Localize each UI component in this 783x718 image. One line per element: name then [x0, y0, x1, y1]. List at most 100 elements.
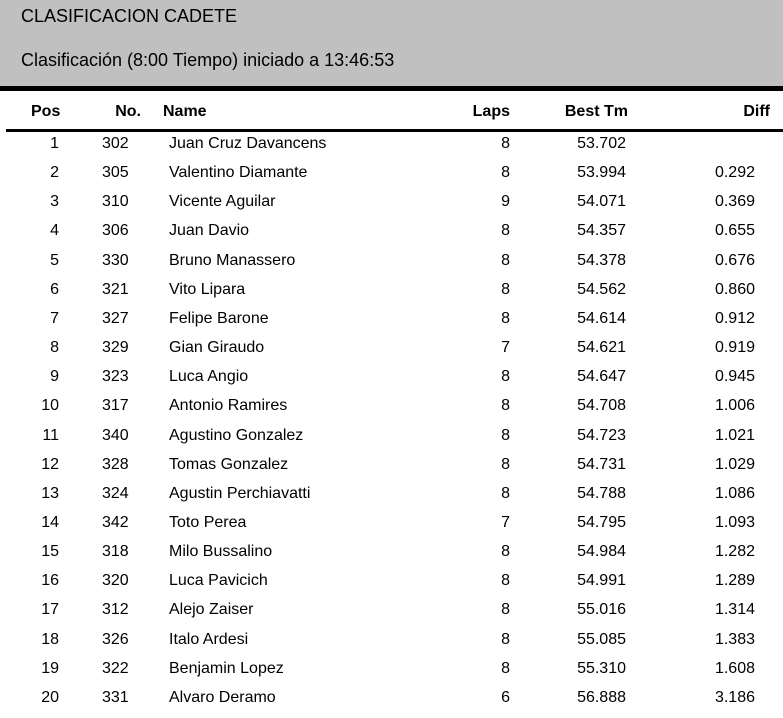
row-diff: 0.655: [714, 222, 755, 240]
row-no: 324: [102, 484, 129, 502]
row-diff: 1.383: [714, 630, 755, 648]
table-row: 5 330 Bruno Manassero 8 54.378 0.676: [0, 252, 783, 281]
table-row: 4 306 Juan Davio 8 54.357 0.655: [0, 222, 783, 251]
row-pos: 4: [50, 222, 59, 240]
table-row: 2 305 Valentino Diamante 8 53.994 0.292: [0, 164, 783, 193]
row-best: 54.708: [577, 397, 626, 415]
row-diff: 3.186: [714, 688, 755, 706]
row-no: 327: [102, 309, 129, 327]
table-row: 9 323 Luca Angio 8 54.647 0.945: [0, 368, 783, 397]
row-diff: 1.282: [714, 543, 755, 561]
row-pos: 15: [41, 543, 59, 561]
row-no: 321: [102, 280, 129, 298]
row-name: Agustin Perchiavatti: [169, 484, 311, 502]
row-diff: 1.093: [714, 513, 755, 531]
row-laps: 8: [501, 572, 510, 590]
row-best: 54.731: [577, 455, 626, 473]
row-name: Juan Cruz Davancens: [169, 135, 327, 152]
row-name: Tomas Gonzalez: [169, 455, 289, 473]
row-pos: 13: [41, 484, 59, 502]
row-no: 331: [102, 688, 129, 706]
row-pos: 1: [50, 135, 59, 152]
table-row: 11 340 Agustino Gonzalez 8 54.723 1.021: [0, 427, 783, 456]
row-name: Vito Lipara: [169, 280, 246, 298]
row-pos: 6: [50, 280, 59, 298]
table-row: 17 312 Alejo Zaiser 8 55.016 1.314: [0, 601, 783, 630]
row-name: Toto Perea: [169, 513, 247, 531]
row-name: Gian Giraudo: [169, 339, 265, 357]
table-row: 14 342 Toto Perea 7 54.795 1.093: [0, 514, 783, 543]
row-best: 54.357: [577, 222, 626, 240]
row-diff: 0.945: [714, 368, 755, 386]
table-row: 8 329 Gian Giraudo 7 54.621 0.919: [0, 339, 783, 368]
row-name: Luca Angio: [169, 368, 249, 386]
row-diff: 0.369: [714, 193, 755, 211]
row-laps: 9: [501, 193, 510, 211]
row-laps: 8: [501, 135, 510, 152]
row-pos: 11: [42, 426, 59, 444]
table-row: 7 327 Felipe Barone 8 54.614 0.912: [0, 310, 783, 339]
row-laps: 8: [501, 426, 510, 444]
col-name: Name: [163, 103, 207, 120]
row-name: Italo Ardesi: [169, 630, 249, 648]
row-no: 317: [102, 397, 129, 415]
row-name: Milo Bussalino: [169, 543, 273, 561]
col-diff: Diff: [743, 103, 770, 120]
row-diff: 0.676: [714, 251, 755, 269]
row-best: 54.991: [577, 572, 626, 590]
row-diff: 1.006: [714, 397, 755, 415]
row-no: 318: [102, 543, 129, 561]
row-laps: 7: [501, 339, 510, 357]
row-no: 312: [102, 601, 129, 619]
row-laps: 8: [501, 397, 510, 415]
col-laps: Laps: [472, 103, 510, 120]
row-best: 54.984: [577, 543, 626, 561]
row-diff: 0.860: [714, 280, 755, 298]
row-name: Luca Pavicich: [169, 572, 268, 590]
row-pos: 19: [41, 659, 59, 677]
row-no: 322: [102, 659, 129, 677]
table-row: 1 302 Juan Cruz Davancens 8 53.702: [0, 135, 783, 164]
table-row: 15 318 Milo Bussalino 8 54.984 1.282: [0, 543, 783, 572]
row-best: 54.621: [577, 339, 626, 357]
header-divider: [0, 86, 783, 91]
row-no: 310: [102, 193, 129, 211]
row-best: 55.310: [577, 659, 626, 677]
row-best: 54.614: [577, 309, 626, 327]
row-pos: 14: [41, 513, 59, 531]
row-no: 302: [102, 135, 129, 152]
row-no: 330: [102, 251, 129, 269]
table-row: 3 310 Vicente Aguilar 9 54.071 0.369: [0, 193, 783, 222]
row-name: Antonio Ramires: [169, 397, 288, 415]
row-laps: 8: [501, 630, 510, 648]
table-row: 12 328 Tomas Gonzalez 8 54.731 1.029: [0, 456, 783, 485]
row-name: Benjamin Lopez: [169, 659, 284, 677]
row-no: 329: [102, 339, 129, 357]
row-name: Alejo Zaiser: [169, 601, 254, 619]
col-no: No.: [115, 103, 141, 120]
row-best: 56.888: [577, 688, 626, 706]
row-laps: 8: [501, 601, 510, 619]
col-best: Best Tm: [564, 103, 628, 120]
table-row: 19 322 Benjamin Lopez 8 55.310 1.608: [0, 660, 783, 689]
row-pos: 16: [41, 572, 59, 590]
row-diff: 1.021: [714, 426, 755, 444]
row-name: Bruno Manassero: [169, 251, 296, 269]
row-pos: 17: [41, 601, 59, 619]
row-best: 54.071: [577, 193, 626, 211]
row-pos: 5: [50, 251, 59, 269]
row-diff: 1.029: [714, 455, 755, 473]
table-row: 18 326 Italo Ardesi 8 55.085 1.383: [0, 631, 783, 660]
row-pos: 7: [50, 309, 59, 327]
row-laps: 7: [501, 513, 510, 531]
row-laps: 8: [501, 543, 510, 561]
row-best: 53.994: [577, 164, 626, 182]
row-name: Vicente Aguilar: [169, 193, 276, 211]
row-laps: 8: [501, 659, 510, 677]
row-name: Agustino Gonzalez: [169, 426, 304, 444]
row-pos: 3: [50, 193, 59, 211]
row-diff: 1.608: [714, 659, 755, 677]
row-no: 306: [102, 222, 129, 240]
row-best: 54.788: [577, 484, 626, 502]
row-diff: 1.086: [714, 484, 755, 502]
